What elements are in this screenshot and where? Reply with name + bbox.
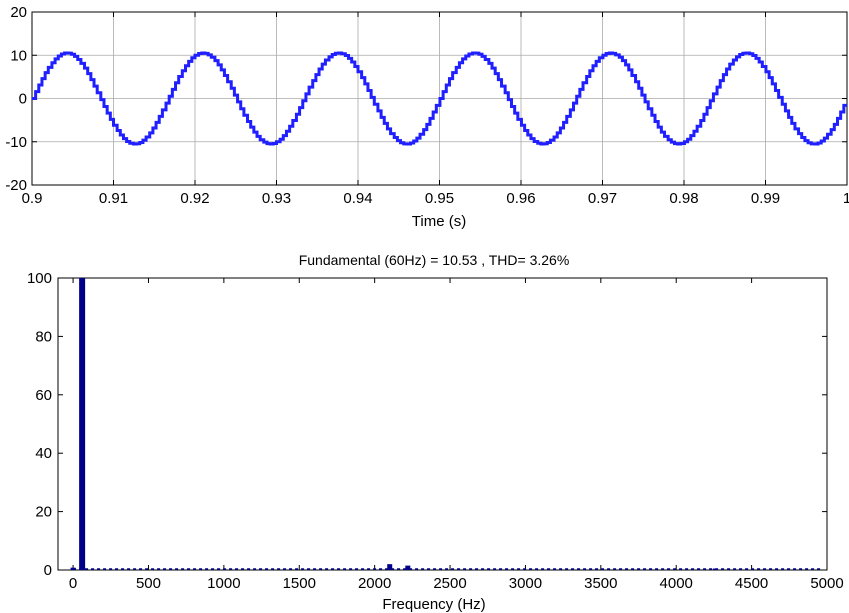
spectrum-bar: [405, 565, 411, 570]
freq-y-tick-label: 0: [44, 562, 52, 579]
time-y-tick-label: 10: [10, 47, 27, 64]
time-x-tick-label: 0.96: [506, 190, 535, 207]
time-x-tick-label: 0.91: [99, 190, 128, 207]
time-x-tick-label: 0.99: [751, 190, 780, 207]
spectrum-bar: [387, 564, 393, 570]
freq-x-tick-label: 2500: [433, 575, 466, 592]
freq-y-tick-label: 100: [27, 270, 52, 287]
time-y-tick-label: 0: [19, 91, 27, 108]
time-x-tick-label: 0.92: [180, 190, 209, 207]
freq-y-tick-label: 20: [35, 504, 52, 521]
freq-x-tick-label: 5000: [810, 575, 843, 592]
time-plot-ticks: 0.9 0.91 0.92 0.93 0.94 0.95 0.96 0.97 0.98 0.99 1…: [5, 4, 849, 207]
spectrum-bars: [70, 278, 823, 570]
freq-x-tick-label: 3500: [584, 575, 617, 592]
time-x-tick-label: 0.95: [425, 190, 454, 207]
time-x-tick-label: 0.9: [22, 190, 43, 207]
freq-x-tick-label: 2000: [358, 575, 391, 592]
freq-y-tick-label: 80: [35, 328, 52, 345]
time-x-axis-label: Time (s): [412, 213, 466, 230]
spectrum-bar: [79, 278, 86, 570]
time-y-tick-label: 20: [10, 4, 27, 21]
spectrum-bar: [70, 567, 76, 570]
time-x-tick-label: 0.93: [262, 190, 291, 207]
freq-x-tick-label: 0: [69, 575, 77, 592]
waveform-line: [32, 51, 847, 146]
time-y-tick-label: -10: [5, 134, 27, 151]
freq-x-tick-label: 500: [136, 575, 161, 592]
spectrum-plot-frame: [57, 277, 828, 571]
frequency-x-axis-label: Frequency (Hz): [382, 596, 485, 613]
spectrum-title: Fundamental (60Hz) = 10.53 , THD= 3.26%: [299, 252, 570, 268]
freq-x-tick-label: 4000: [660, 575, 693, 592]
freq-x-tick-label: 1500: [283, 575, 316, 592]
spectrum-plot: Fundamental (60Hz) = 10.53 , THD= 3.26% …: [27, 252, 844, 613]
spectrum-bar: [712, 568, 718, 570]
spectrum-plot-ticks: 0 500 1000 1500 2000 2500 3000 3500 4000 4500 5000…: [27, 270, 844, 592]
time-domain-plot: 0.9 0.91 0.92 0.93 0.94 0.95 0.96 0.97 0.98 0.99 1…: [5, 4, 849, 230]
time-y-tick-label: -20: [5, 177, 27, 194]
time-x-tick-label: 0.97: [588, 190, 617, 207]
freq-y-tick-label: 60: [35, 387, 52, 404]
freq-x-tick-label: 4500: [735, 575, 768, 592]
time-x-tick-label: 0.94: [343, 190, 372, 207]
freq-x-tick-label: 1000: [207, 575, 240, 592]
freq-x-tick-label: 3000: [509, 575, 542, 592]
time-x-tick-label: 0.98: [669, 190, 698, 207]
freq-y-tick-label: 40: [35, 445, 52, 462]
time-x-tick-label: 1: [843, 190, 849, 207]
